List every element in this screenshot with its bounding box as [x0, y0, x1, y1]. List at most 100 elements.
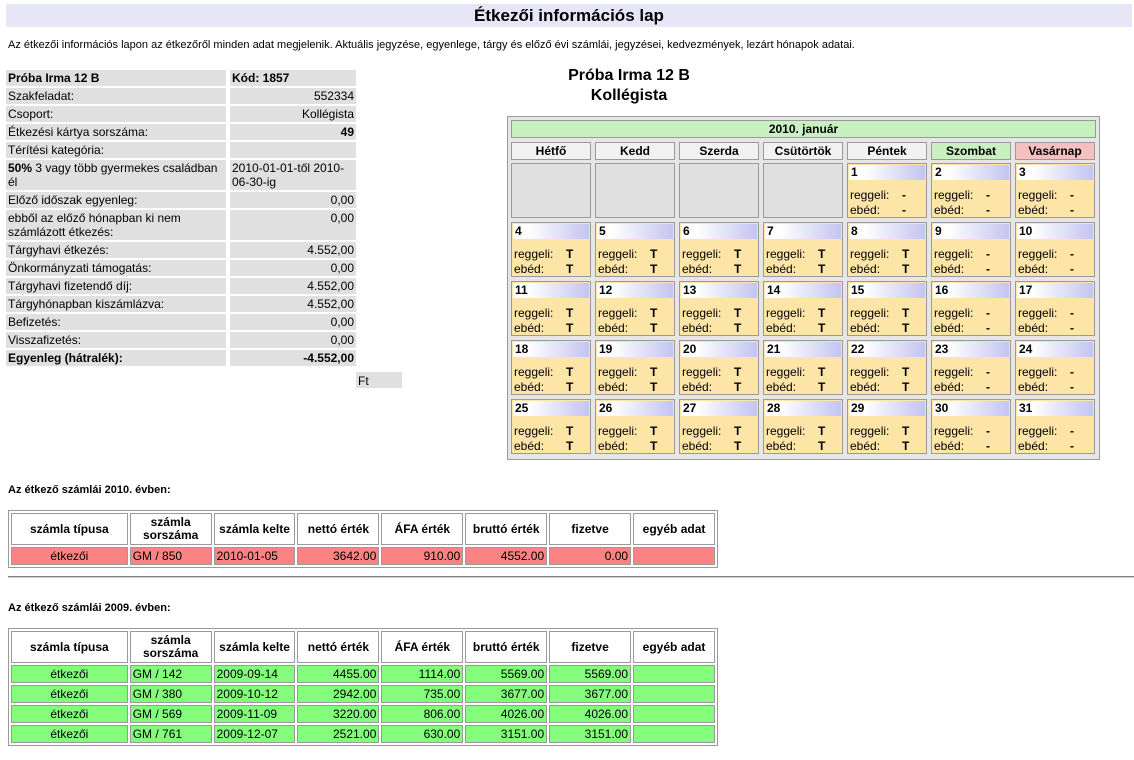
invoice-cell: 0.00 [549, 547, 632, 565]
invoice-cell: 3677.00 [465, 685, 548, 703]
breakfast-line: reggeli: T [514, 247, 573, 261]
breakfast-status: - [1070, 306, 1074, 320]
calendar-day-cell[interactable]: 3 reggeli: - ebéd: - [1015, 163, 1095, 218]
breakfast-label: reggeli: [934, 424, 974, 438]
invoice-row[interactable]: étkezői GM / 761 2009-12-07 2521.00 630.00 31… [11, 725, 715, 743]
info-value: 4.552,00 [230, 242, 356, 258]
breakfast-line: reggeli: - [1018, 365, 1074, 379]
invoice-row[interactable]: étkezői GM / 380 2009-10-12 2942.00 735.00 36… [11, 685, 715, 703]
info-header-row: Próba Irma 12 B Kód: 1857 [6, 70, 356, 86]
info-label-text: Önkormányzati támogatás: [8, 261, 152, 275]
breakfast-label: reggeli: [766, 306, 806, 320]
student-header: Próba Irma 12 B Kollégista [506, 66, 752, 106]
invoice-cell: 735.00 [381, 685, 464, 703]
info-value: 552334 [230, 88, 356, 104]
calendar-day-cell[interactable]: 10 reggeli: - ebéd: - [1015, 222, 1095, 277]
calendar-day-cell[interactable]: 23 reggeli: - ebéd: - [931, 340, 1011, 395]
lunch-line: ebéd: T [850, 380, 909, 394]
lunch-status: T [650, 380, 658, 394]
breakfast-label: reggeli: [1018, 365, 1058, 379]
breakfast-line: reggeli: - [850, 188, 906, 202]
day-number: 31 [1017, 401, 1093, 416]
lunch-label: ebéd: [682, 262, 713, 276]
invoice-column-header: bruttó érték [465, 631, 548, 663]
invoice-column-header: ÁFA érték [381, 513, 464, 545]
info-label-text: 3 vagy több gyermekes családban él [8, 161, 218, 189]
invoice-row[interactable]: étkezői GM / 142 2009-09-14 4455.00 1114.00 5… [11, 665, 715, 683]
calendar-day-cell[interactable]: 9 reggeli: - ebéd: - [931, 222, 1011, 277]
calendar-day-cell[interactable]: 31 reggeli: - ebéd: - [1015, 399, 1095, 454]
lunch-status: T [902, 439, 910, 453]
lunch-status: T [650, 262, 658, 276]
lunch-label: ebéd: [1018, 439, 1049, 453]
info-row: 50% 3 vagy több gyermekes családban él 20… [6, 160, 356, 190]
day-number: 25 [513, 401, 589, 416]
lunch-label: ebéd: [850, 321, 881, 335]
invoice-cell: 630.00 [381, 725, 464, 743]
breakfast-line: reggeli: - [934, 365, 990, 379]
breakfast-label: reggeli: [598, 365, 638, 379]
info-label-text: Tárgyhavi étkezés: [8, 243, 109, 257]
info-row: Tárgyhavi fizetendő díj: 4.552,00 [6, 278, 356, 294]
calendar-day-cell[interactable]: 17 reggeli: - ebéd: - [1015, 281, 1095, 336]
day-number: 11 [513, 283, 589, 298]
breakfast-label: reggeli: [514, 424, 554, 438]
lunch-line: ebéd: T [766, 439, 825, 453]
info-value: 0,00 [230, 192, 356, 208]
invoice-row[interactable]: étkezői GM / 569 2009-11-09 3220.00 806.00 40… [11, 705, 715, 723]
day-number: 21 [765, 342, 841, 357]
info-label: ebből az előző hónapban ki nem számlázot… [6, 210, 230, 240]
invoice-column-header: fizetve [549, 513, 632, 545]
lunch-line: ebéd: T [682, 380, 741, 394]
calendar-day-cell[interactable]: 2 reggeli: - ebéd: - [931, 163, 1011, 218]
lunch-line: ebéd: T [766, 321, 825, 335]
breakfast-line: reggeli: T [682, 365, 741, 379]
calendar-day-cell[interactable]: 1 reggeli: - ebéd: - [847, 163, 927, 218]
divider [8, 576, 1134, 578]
breakfast-line: reggeli: - [1018, 247, 1074, 261]
breakfast-status: - [986, 247, 990, 261]
breakfast-label: reggeli: [514, 247, 554, 261]
info-label-text: Étkezési kártya sorszáma: [8, 125, 149, 139]
day-number: 26 [597, 401, 673, 416]
breakfast-status: - [986, 365, 990, 379]
invoice-row[interactable]: étkezői GM / 850 2010-01-05 3642.00 910.00 45… [11, 547, 715, 565]
lunch-line: ebéd: - [934, 439, 990, 453]
calendar-day-cell[interactable]: 24 reggeli: - ebéd: - [1015, 340, 1095, 395]
breakfast-line: reggeli: T [514, 424, 573, 438]
day-number: 18 [513, 342, 589, 357]
lunch-label: ebéd: [514, 439, 545, 453]
invoice-cell: GM / 380 [129, 685, 212, 703]
calendar-day-cell[interactable]: 30 reggeli: - ebéd: - [931, 399, 1011, 454]
invoice-cell: 3677.00 [549, 685, 632, 703]
breakfast-line: reggeli: T [766, 365, 825, 379]
invoice-header-row: számla típusa számla sorszáma számla kelte… [11, 513, 715, 545]
lunch-status: - [1070, 203, 1074, 217]
calendar-day-cell[interactable]: 16 reggeli: - ebéd: - [931, 281, 1011, 336]
lunch-label: ebéd: [766, 262, 797, 276]
breakfast-line: reggeli: T [850, 424, 909, 438]
info-row: ebből az előző hónapban ki nem számlázot… [6, 210, 356, 240]
meal-calendar: 2010. január Hétfő Kedd Szerda Csütörtök Pén… [507, 116, 1100, 460]
breakfast-label: reggeli: [766, 247, 806, 261]
